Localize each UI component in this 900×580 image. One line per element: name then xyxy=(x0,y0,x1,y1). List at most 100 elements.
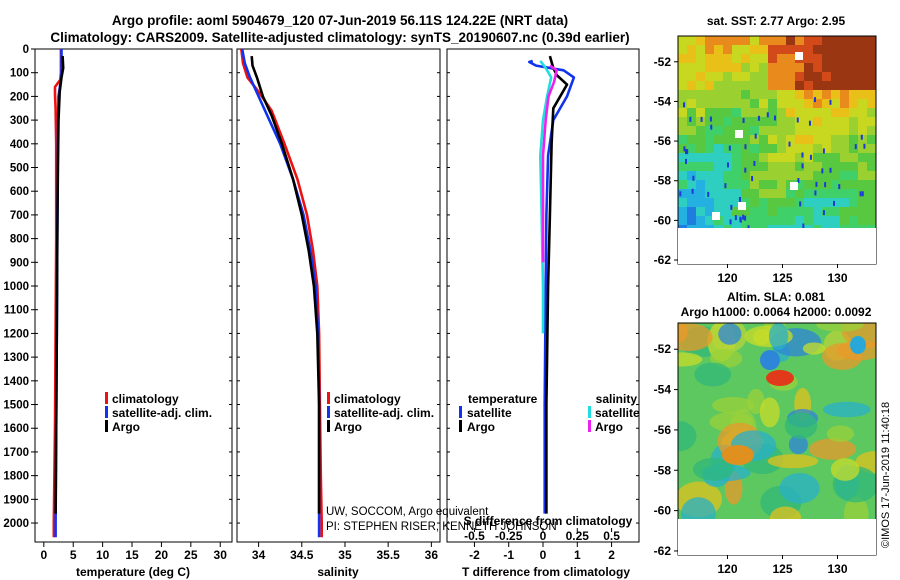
sst-cell xyxy=(678,126,688,136)
sst-cell xyxy=(822,54,832,64)
sst-cell xyxy=(687,63,697,73)
sst-cell xyxy=(795,63,805,73)
sst-cell xyxy=(831,180,841,190)
sst-cell xyxy=(777,63,787,73)
temperature-axis-label: temperature (deg C) xyxy=(76,565,190,579)
sst-speck xyxy=(742,214,745,220)
sst-speck xyxy=(691,188,694,194)
sst-cell xyxy=(849,198,859,208)
x-tick-label: 20 xyxy=(155,548,169,562)
sst-cell xyxy=(732,135,742,145)
sst-cell xyxy=(741,117,751,127)
sst-cell xyxy=(750,90,760,100)
sst-gap xyxy=(735,130,743,138)
sst-cell xyxy=(705,162,715,172)
sst-speck xyxy=(814,97,817,103)
depth-axis: 0 100 200 300 400 500 600 700 800 900 1000 1100 1200… xyxy=(3,44,35,530)
sst-speck xyxy=(683,146,686,152)
sst-cell xyxy=(750,189,760,199)
legend-swatch-satellite xyxy=(105,406,108,418)
sst-cell xyxy=(777,99,787,109)
sst-cell xyxy=(741,189,751,199)
sst-cell xyxy=(705,36,715,46)
sst-cell xyxy=(768,72,778,82)
sst-cell xyxy=(849,117,859,127)
sst-cell xyxy=(831,153,841,163)
sst-cell xyxy=(804,207,814,217)
sst-cell xyxy=(822,72,832,82)
sst-cell xyxy=(759,54,769,64)
sst-speck xyxy=(860,134,863,140)
sst-cell xyxy=(831,135,841,145)
depth-tick-label: 1300 xyxy=(3,352,29,364)
sst-cell xyxy=(741,108,751,118)
sst-cell xyxy=(867,162,876,172)
t-difference-axis-label: T difference from climatology xyxy=(462,565,630,579)
sst-cell xyxy=(732,162,742,172)
sst-cell xyxy=(750,171,760,181)
sst-cell xyxy=(822,126,832,136)
sst-speck xyxy=(685,158,688,164)
sst-cell xyxy=(714,153,724,163)
sst-cell xyxy=(858,135,868,145)
sst-cell xyxy=(750,81,760,91)
sst-cell xyxy=(678,189,688,199)
sst-speck xyxy=(766,112,769,118)
sst-cell xyxy=(822,225,832,228)
sst-cell xyxy=(786,45,796,55)
sst-cell xyxy=(777,189,787,199)
sst-speck xyxy=(815,181,818,187)
sst-cell xyxy=(732,144,742,154)
lon-tick-label: 120 xyxy=(717,271,737,285)
sst-cell xyxy=(714,72,724,82)
legend-label-s-satellite: satellite xyxy=(595,406,640,420)
lat-tick-label: -58 xyxy=(654,463,672,477)
sst-cell xyxy=(849,81,859,91)
legend-label-argo: Argo xyxy=(112,420,140,434)
sst-speck xyxy=(754,133,757,139)
sst-cell xyxy=(858,81,868,91)
sst-cell xyxy=(858,36,868,46)
sst-cell xyxy=(723,207,733,217)
sst-speck xyxy=(801,163,804,169)
legend-label-satellite: satellite-adj. clim. xyxy=(334,406,434,420)
sst-cell xyxy=(732,36,742,46)
salinity-axis-label: salinity xyxy=(317,565,359,579)
sst-cell xyxy=(741,216,751,226)
s-diff-tick-label: -0.25 xyxy=(495,529,523,543)
sst-cell xyxy=(759,99,769,109)
sst-cell xyxy=(849,207,859,217)
sst-cell xyxy=(867,72,876,82)
sst-cell xyxy=(741,225,751,228)
sst-cell xyxy=(804,108,814,118)
legend-swatch-argo xyxy=(105,420,108,432)
sst-cell xyxy=(786,108,796,118)
sst-cell xyxy=(804,189,814,199)
sst-cell xyxy=(849,216,859,226)
sst-speck xyxy=(829,99,832,105)
sst-cell xyxy=(831,144,841,154)
x-tick-label: 0 xyxy=(40,548,47,562)
sst-cell xyxy=(795,144,805,154)
sla-blob xyxy=(822,401,871,418)
sst-speck xyxy=(686,149,689,155)
sst-cell xyxy=(687,171,697,181)
sst-speck xyxy=(788,141,791,147)
sst-cell xyxy=(804,36,814,46)
sst-cell xyxy=(831,171,841,181)
sst-cell xyxy=(705,153,715,163)
sst-speck xyxy=(822,148,825,154)
sst-cell xyxy=(831,81,841,91)
sst-cell xyxy=(723,99,733,109)
sst-cell xyxy=(804,99,814,109)
sst-cell xyxy=(867,126,876,136)
sst-cell xyxy=(777,162,787,172)
sst-cell xyxy=(678,72,688,82)
sst-cell xyxy=(714,99,724,109)
sst-cell xyxy=(705,126,715,136)
sst-cell xyxy=(858,90,868,100)
sst-cell xyxy=(858,117,868,127)
sst-cell xyxy=(813,189,823,199)
sla-low xyxy=(760,350,780,370)
sst-cell xyxy=(723,63,733,73)
